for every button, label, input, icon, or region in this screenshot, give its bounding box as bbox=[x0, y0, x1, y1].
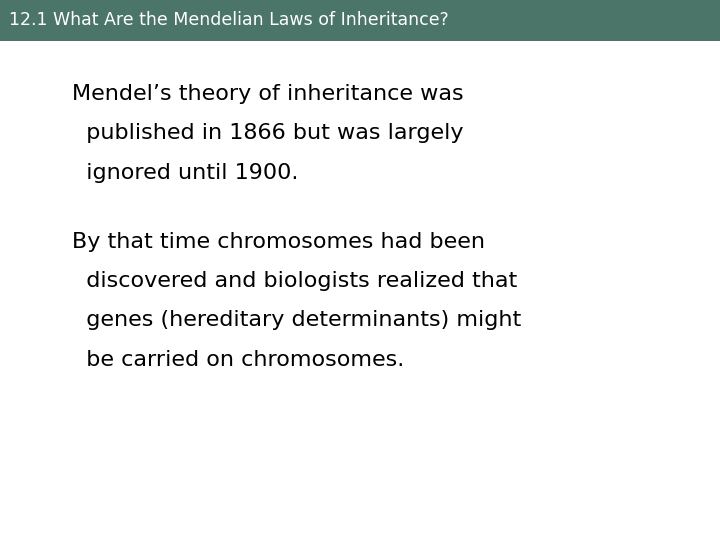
Text: 12.1 What Are the Mendelian Laws of Inheritance?: 12.1 What Are the Mendelian Laws of Inhe… bbox=[9, 11, 449, 29]
Text: genes (hereditary determinants) might: genes (hereditary determinants) might bbox=[72, 310, 521, 330]
Text: discovered and biologists realized that: discovered and biologists realized that bbox=[72, 271, 517, 291]
Text: ignored until 1900.: ignored until 1900. bbox=[72, 163, 298, 183]
Text: Mendel’s theory of inheritance was: Mendel’s theory of inheritance was bbox=[72, 84, 464, 104]
Text: By that time chromosomes had been: By that time chromosomes had been bbox=[72, 232, 485, 252]
Bar bbox=[0, 0, 720, 40]
Text: published in 1866 but was largely: published in 1866 but was largely bbox=[72, 123, 464, 143]
Text: be carried on chromosomes.: be carried on chromosomes. bbox=[72, 350, 404, 370]
